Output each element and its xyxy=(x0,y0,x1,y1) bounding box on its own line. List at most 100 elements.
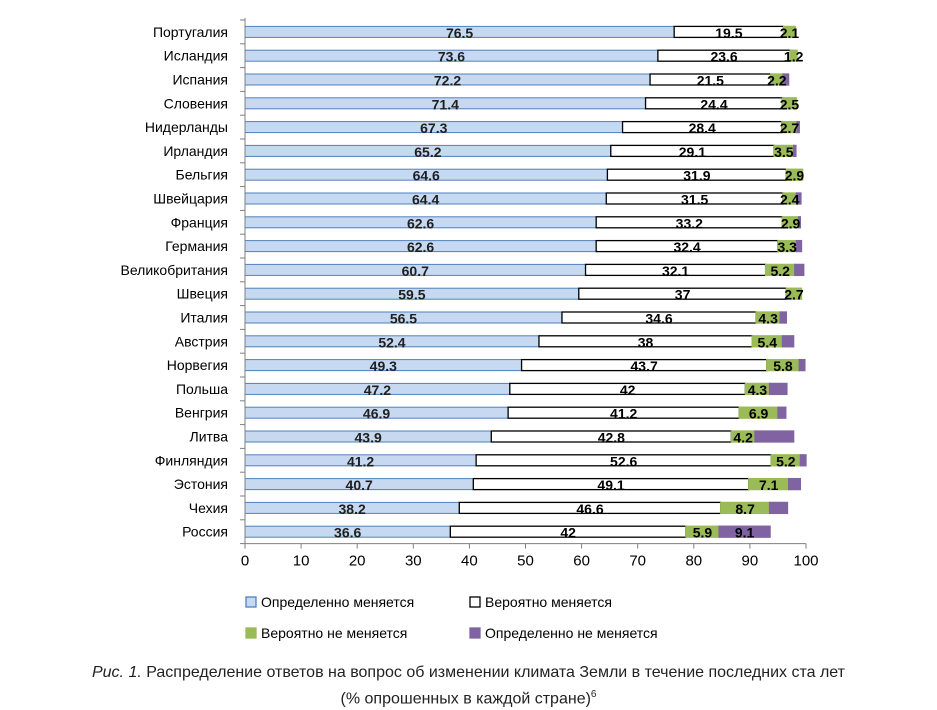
category-label: Польша xyxy=(176,381,228,397)
category-label: Венгрия xyxy=(175,405,228,421)
x-tick-label: 10 xyxy=(293,553,310,570)
legend-swatch xyxy=(245,627,257,639)
category-label: Исландия xyxy=(164,48,228,64)
data-label: 29.1 xyxy=(679,144,706,160)
category-label: Великобритания xyxy=(120,262,228,278)
data-label: 41.2 xyxy=(610,406,637,422)
category-label: Норвегия xyxy=(167,357,228,373)
data-label: 5.4 xyxy=(758,334,778,350)
data-label: 32.1 xyxy=(662,263,689,279)
data-label: 38.2 xyxy=(339,501,366,517)
data-label: 2.7 xyxy=(784,287,804,303)
stacked-bar-chart: Португалия Исландия Испания Словения Нидерла… xyxy=(120,18,819,641)
data-label: 2.4 xyxy=(780,192,800,208)
data-label: 28.4 xyxy=(689,120,716,136)
data-label: 24.4 xyxy=(700,96,727,112)
data-label: 9.1 xyxy=(735,525,755,541)
x-tick-label: 0 xyxy=(241,553,249,570)
category-label: Португалия xyxy=(153,24,228,40)
data-label: 2.1 xyxy=(780,25,800,41)
category-label: Швейцария xyxy=(153,191,228,207)
data-label: 38 xyxy=(638,334,654,350)
data-label: 49.3 xyxy=(370,358,397,374)
bar-segment xyxy=(781,97,798,110)
data-label: 76.5 xyxy=(446,25,473,41)
data-label: 36.6 xyxy=(334,525,361,541)
data-label: 41.2 xyxy=(347,453,374,469)
bar-segment xyxy=(794,263,805,277)
bar-segment xyxy=(782,25,796,39)
data-label: 37 xyxy=(675,287,691,303)
data-label: 73.6 xyxy=(438,49,465,65)
data-label: 23.6 xyxy=(710,49,737,65)
data-label: 7.1 xyxy=(759,477,779,493)
category-label: Словения xyxy=(164,95,228,111)
x-tick-label: 20 xyxy=(349,553,366,570)
data-label: 32.4 xyxy=(673,239,700,255)
bar-segment xyxy=(779,311,788,324)
caption-text: Распределение ответов на вопрос об измен… xyxy=(146,664,845,681)
bar-segment xyxy=(795,239,803,253)
data-label: 5.9 xyxy=(693,525,713,541)
data-label: 42 xyxy=(560,525,576,541)
data-label: 72.2 xyxy=(434,73,461,89)
category-label: Австрия xyxy=(175,333,228,349)
x-tick-label: 90 xyxy=(742,553,759,570)
data-label: 1.2 xyxy=(784,49,804,65)
bar-segment xyxy=(795,192,802,205)
value-labels: 76.5 19.5 2.1 73.6 23.6 1.2 72.2 21.5 2.2 71.4 24.… xyxy=(334,25,804,541)
data-label: 40.7 xyxy=(346,477,373,493)
category-label: Испания xyxy=(172,72,228,88)
legend-swatch xyxy=(469,596,481,608)
data-label: 59.5 xyxy=(398,287,425,303)
bar-segment xyxy=(768,382,788,396)
data-label: 43.7 xyxy=(631,358,658,374)
data-label: 34.6 xyxy=(645,311,672,327)
data-label: 46.6 xyxy=(576,501,603,517)
bar-segment xyxy=(796,120,800,134)
bar-segment xyxy=(787,477,802,491)
category-label: Франция xyxy=(171,214,228,230)
data-label: 21.5 xyxy=(697,73,724,89)
data-label: 4.3 xyxy=(748,382,768,398)
x-tick-label: 60 xyxy=(573,553,590,570)
caption-subtext: (% опрошенных в каждой стране) xyxy=(340,690,591,708)
bar-segment xyxy=(798,216,802,229)
bar-segment xyxy=(785,168,804,181)
x-tick-label: 40 xyxy=(461,553,478,570)
category-label: Эстония xyxy=(174,476,228,492)
bar-segment xyxy=(785,287,803,300)
bar-segment xyxy=(789,49,798,62)
data-label: 62.6 xyxy=(407,239,434,255)
data-label: 62.6 xyxy=(407,215,434,231)
data-label: 47.2 xyxy=(364,382,391,398)
legend-label: Определенно не меняется xyxy=(485,625,658,641)
x-tick-label: 80 xyxy=(685,553,702,570)
bar-segment xyxy=(799,454,807,467)
data-label: 2.9 xyxy=(781,215,801,231)
data-label: 2.9 xyxy=(785,168,805,184)
data-label: 4.3 xyxy=(758,311,778,327)
bar-segment xyxy=(777,406,787,419)
x-tick-label: 30 xyxy=(405,553,422,570)
data-label: 5.2 xyxy=(770,263,790,279)
data-label: 8.7 xyxy=(735,501,755,517)
data-label: 56.5 xyxy=(390,311,417,327)
category-label: Чехия xyxy=(189,500,228,516)
x-tick-label: 100 xyxy=(793,553,818,570)
data-label: 52.4 xyxy=(378,334,405,350)
bars xyxy=(244,25,807,538)
bar-segment xyxy=(781,335,795,348)
legend: Определенно меняется Вероятно меняется Вер… xyxy=(245,594,658,641)
figure-label: Рис. 1. xyxy=(91,664,142,681)
category-label: Россия xyxy=(182,524,228,540)
data-label: 65.2 xyxy=(414,144,441,160)
data-label: 6.9 xyxy=(749,406,769,422)
data-label: 3.3 xyxy=(777,239,797,255)
data-label: 31.9 xyxy=(683,168,710,184)
bar-segment xyxy=(718,525,771,538)
legend-label: Определенно меняется xyxy=(261,594,414,610)
bar-segment xyxy=(798,358,806,372)
legend-swatch xyxy=(469,627,481,639)
x-axis: 0 10 20 30 40 50 60 70 80 90 100 xyxy=(240,18,819,570)
